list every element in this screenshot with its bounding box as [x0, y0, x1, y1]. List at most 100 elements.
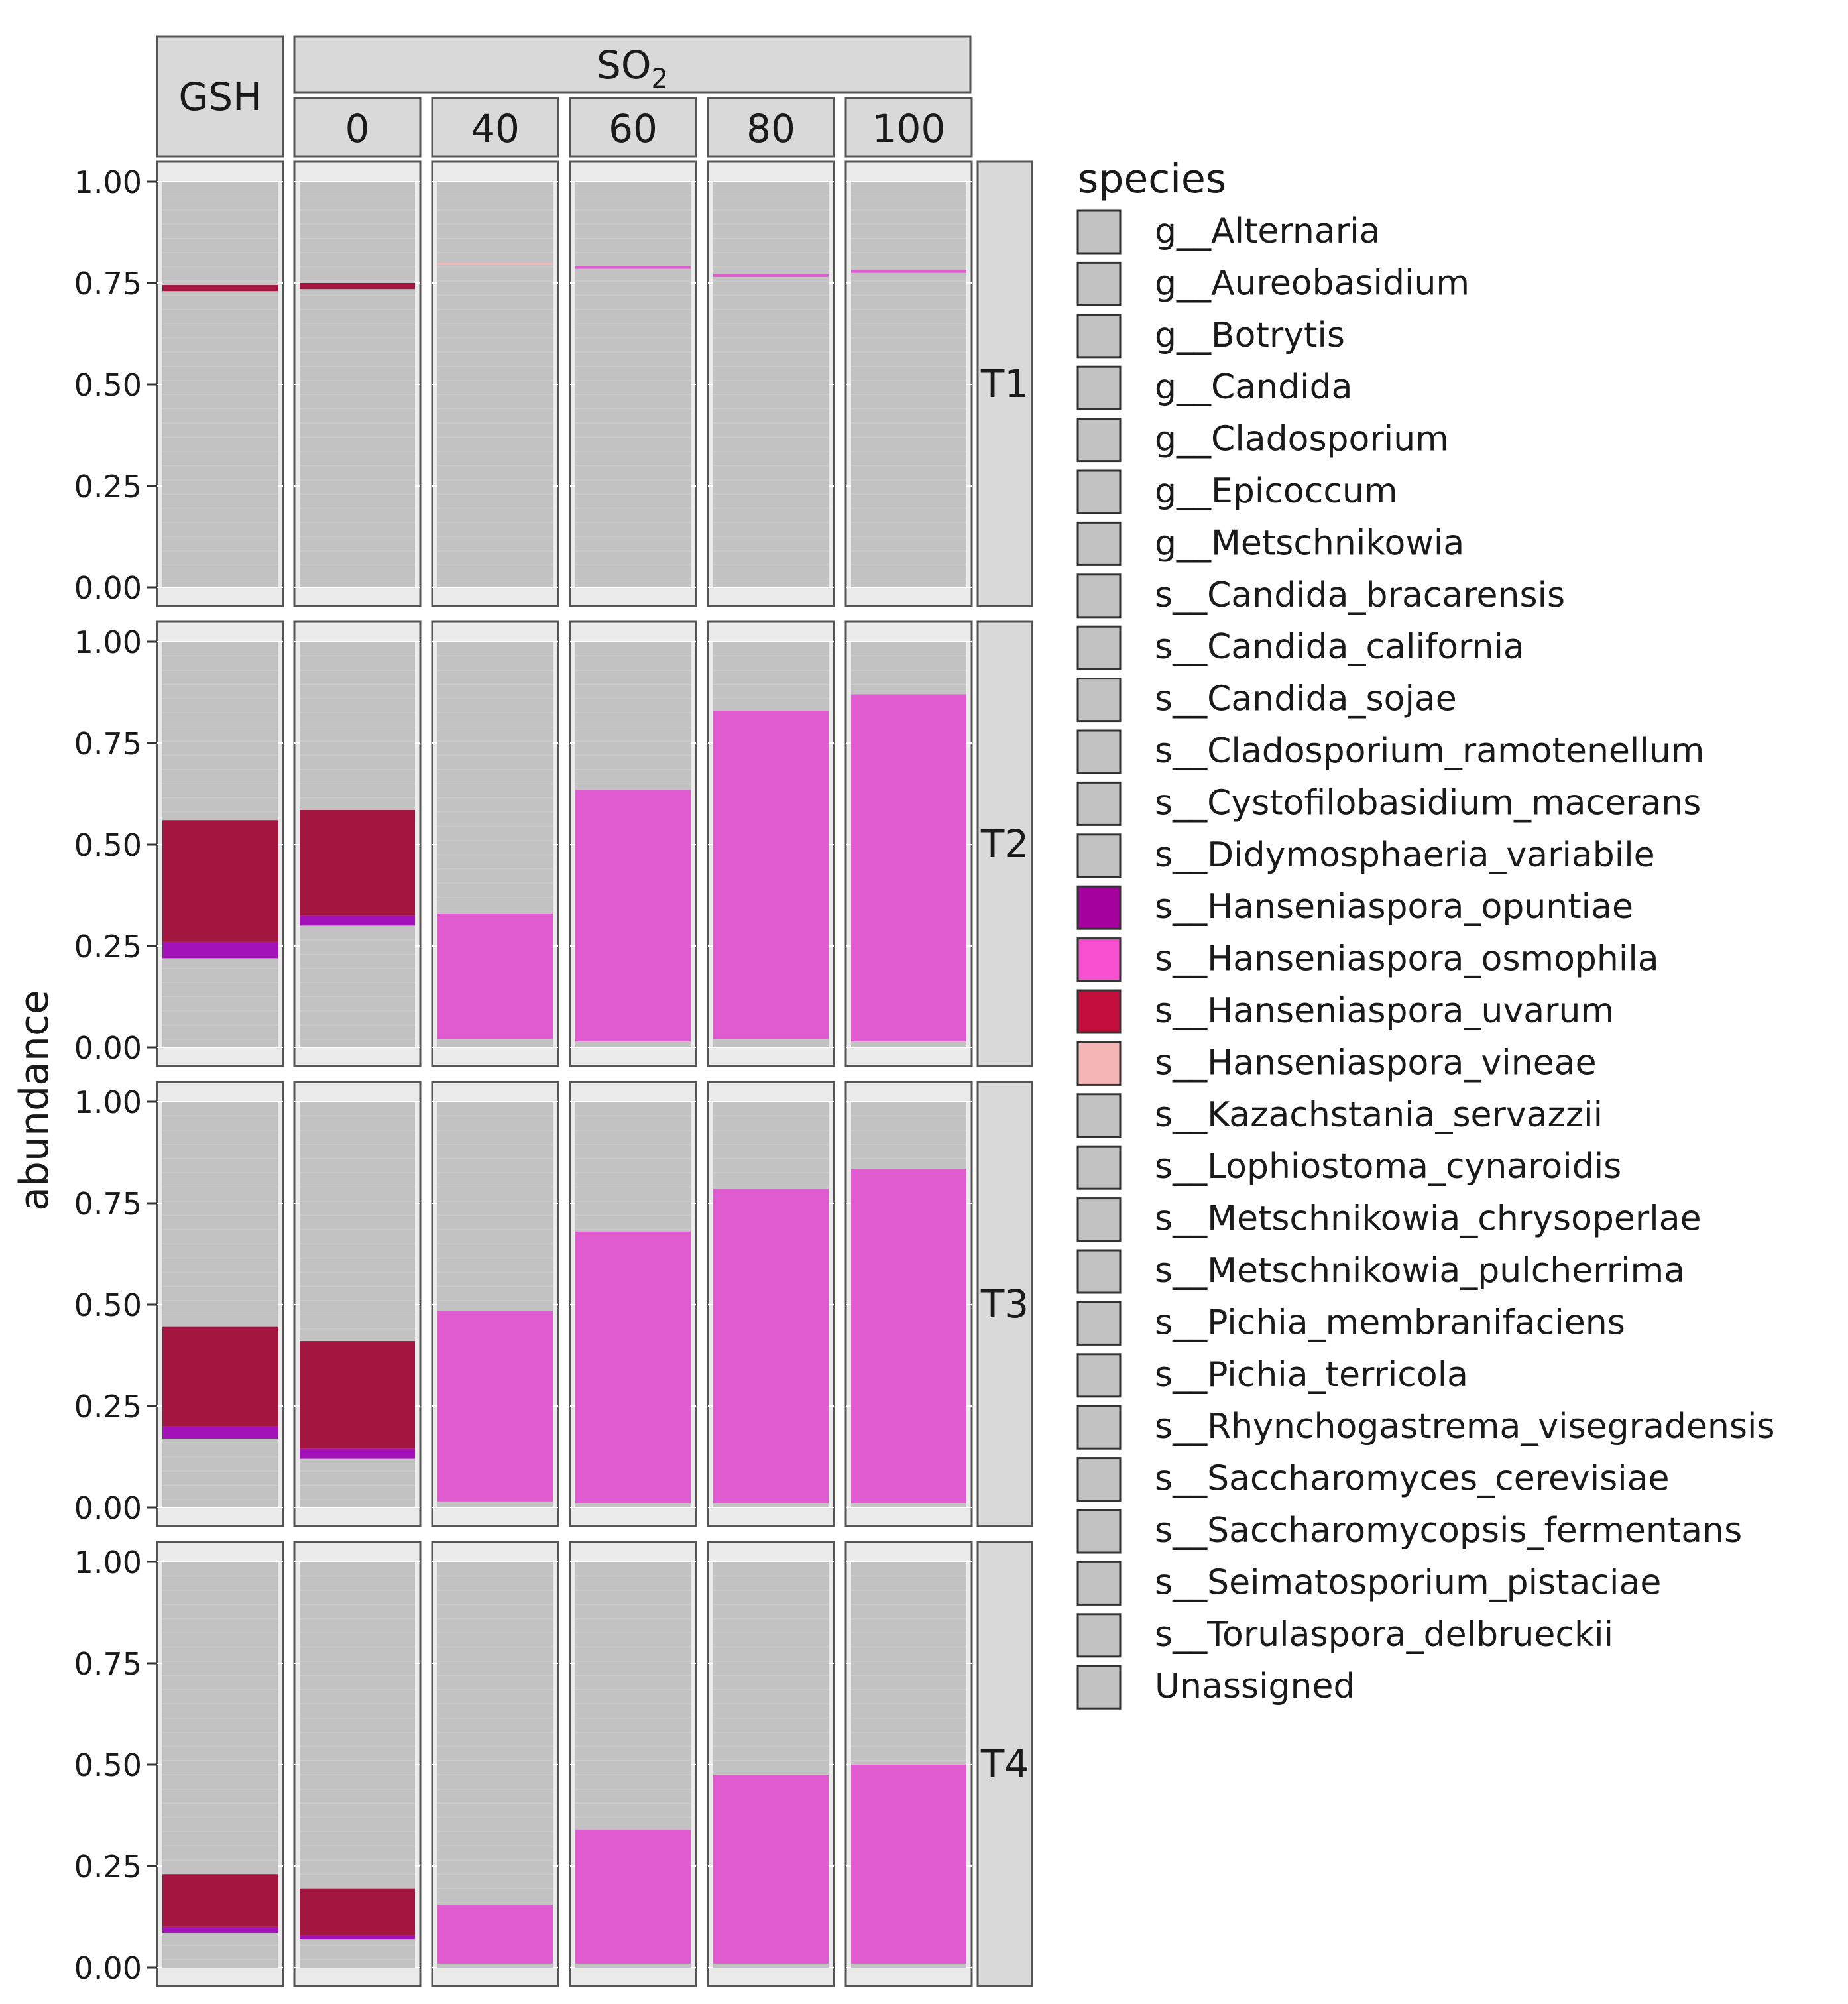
- legend-swatch: [1076, 1561, 1122, 1606]
- bar-segment-other: [437, 1562, 553, 1968]
- strip-so2-label: SO2: [597, 42, 668, 94]
- bar-segment: [162, 941, 278, 959]
- legend-item: s__Saccharomycopsis_fermentans: [1076, 1509, 1742, 1554]
- facet-panel: [293, 620, 422, 1067]
- legend-item: s__Pichia_terricola: [1076, 1353, 1468, 1398]
- legend-label: s__Metschnikowia_pulcherrima: [1155, 1251, 1685, 1291]
- bar-segment: [300, 1448, 415, 1459]
- strip-level-100: 100: [872, 106, 946, 151]
- facet-panel: [431, 1541, 559, 1987]
- strip-level-60: 60: [608, 106, 658, 151]
- facet-panel: [707, 620, 835, 1067]
- bar-segment-other: [851, 182, 966, 587]
- y-tick-label: 0.00: [74, 1490, 142, 1526]
- legend-swatch: [1076, 1405, 1122, 1450]
- legend-label: g__Metschnikowia: [1155, 523, 1464, 563]
- legend-label: s__Torulaspora_delbrueckii: [1155, 1615, 1613, 1655]
- legend-item: s__Seimatosporium_pistaciae: [1076, 1561, 1661, 1606]
- facet-panel: [293, 1541, 422, 1987]
- facet-panel: [431, 620, 559, 1067]
- legend-item: g__Epicoccum: [1076, 469, 1398, 514]
- strip-so2-box: [293, 35, 972, 94]
- legend-items: g__Alternaria g__Aureobasidium g__Botrytis…: [1076, 209, 1775, 1710]
- legend-item: s__Candida_bracarensis: [1076, 573, 1565, 619]
- legend-item: g__Cladosporium: [1076, 418, 1449, 463]
- legend-swatch: [1076, 418, 1122, 463]
- strip-level-box: [707, 97, 835, 158]
- strip-so2: SO2: [293, 35, 972, 94]
- y-tick-label: 1.00: [74, 1545, 142, 1580]
- legend-item: Unassigned: [1076, 1665, 1355, 1710]
- facet-panel: [569, 1081, 697, 1527]
- legend-item: s__Saccharomyces_cerevisiae: [1076, 1457, 1670, 1502]
- bar-segment: [437, 1905, 553, 1964]
- legend-item: s__Hanseniaspora_vineae: [1076, 1041, 1597, 1086]
- bar-segment: [851, 1168, 966, 1503]
- legend-label: g__Epicoccum: [1155, 471, 1398, 511]
- legend-swatch: [1076, 521, 1122, 566]
- bar-segment: [300, 809, 415, 916]
- bar-segment-other: [713, 182, 829, 587]
- legend-item: s__Didymosphaeria_variabile: [1076, 833, 1655, 878]
- bar-segment: [162, 1426, 278, 1439]
- legend-swatch: [1076, 1613, 1122, 1658]
- bar-segment: [300, 1935, 415, 1940]
- legend-label: s__Hanseniaspora_vineae: [1155, 1043, 1597, 1083]
- legend-swatch: [1076, 209, 1122, 255]
- legend-label: s__Rhynchogastrema_visegradensis: [1155, 1407, 1775, 1446]
- facet-panel: [707, 1541, 835, 1987]
- facet-panel: [156, 1541, 284, 1987]
- bar-segment-other: [162, 182, 278, 587]
- legend-swatch: [1076, 1093, 1122, 1138]
- legend-label: s__Hanseniaspora_osmophila: [1155, 939, 1659, 979]
- legend-label: s__Seimatosporium_pistaciae: [1155, 1562, 1661, 1602]
- facet-panel: [844, 160, 973, 607]
- legend-label: s__Kazachstania_servazzii: [1155, 1095, 1603, 1135]
- facet-panel: [844, 1081, 973, 1527]
- legend-label: s__Saccharomycopsis_fermentans: [1155, 1511, 1742, 1551]
- bar-segment: [713, 1775, 829, 1964]
- legend-label: g__Alternaria: [1155, 211, 1380, 251]
- facet-panel: [844, 1541, 973, 1987]
- legend-swatch: [1076, 989, 1122, 1034]
- legend-item: s__Hanseniaspora_uvarum: [1076, 989, 1614, 1034]
- facet-panel: [844, 620, 973, 1067]
- legend-swatch: [1076, 781, 1122, 826]
- legend-swatch: [1076, 729, 1122, 774]
- bar-segment: [300, 1888, 415, 1936]
- strip-level-box: [293, 97, 422, 158]
- legend-item: g__Candida: [1076, 365, 1352, 410]
- bar-segment: [851, 1765, 966, 1964]
- legend-item: s__Metschnikowia_pulcherrima: [1076, 1249, 1685, 1294]
- y-tick-label: 0.75: [74, 726, 142, 762]
- y-tick-label: 1.00: [74, 1085, 142, 1120]
- strip-so2-text: SO: [597, 42, 651, 88]
- y-tick-label: 0.75: [74, 1186, 142, 1222]
- y-axis-title: abundance: [11, 990, 58, 1211]
- facet-panel: [431, 1081, 559, 1527]
- row-strip-label: T4: [980, 1741, 1029, 1787]
- bar-segment: [162, 1926, 278, 1933]
- y-tick-label: 0.00: [74, 1950, 142, 1986]
- legend-swatch: [1076, 678, 1122, 723]
- facet-panel: [156, 1081, 284, 1527]
- legend-swatch: [1076, 1301, 1122, 1346]
- strip-level-0: 0: [345, 106, 370, 151]
- y-tick-label: 0.00: [74, 570, 142, 606]
- legend-swatch: [1076, 314, 1122, 359]
- legend-swatch: [1076, 469, 1122, 514]
- legend-swatch: [1076, 1457, 1122, 1502]
- y-tick-label: 1.00: [74, 624, 142, 660]
- facet-panel: [707, 160, 835, 607]
- legend-label: s__Candida_sojae: [1155, 679, 1457, 719]
- bar-segment: [162, 1326, 278, 1427]
- legend-item: s__Pichia_membranifaciens: [1076, 1301, 1625, 1346]
- bar-segment: [575, 1829, 691, 1964]
- legend-item: g__Aureobasidium: [1076, 261, 1470, 306]
- legend-swatch: [1076, 1041, 1122, 1086]
- bar-segment: [437, 914, 553, 1039]
- strip-so2-levels: 0 40 60 80 100: [293, 97, 973, 158]
- legend-label: g__Cladosporium: [1155, 420, 1449, 459]
- legend-label: s__Saccharomyces_cerevisiae: [1155, 1459, 1670, 1499]
